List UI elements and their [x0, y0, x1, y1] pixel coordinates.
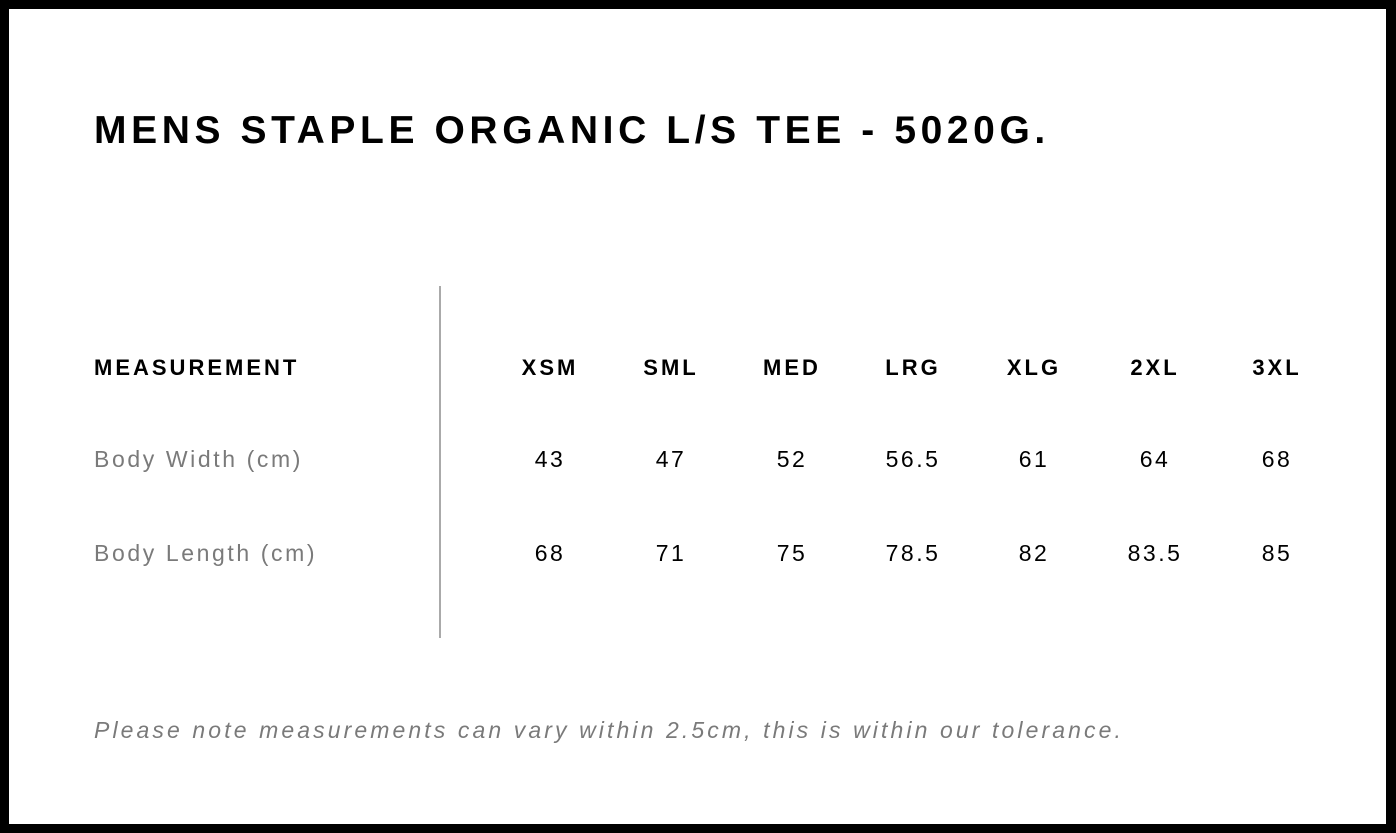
row-label-body-width: Body Width (cm)	[94, 446, 303, 472]
table-cell: 68	[534, 540, 566, 566]
tolerance-note: Please note measurements can vary within…	[94, 717, 1125, 743]
size-header: 2XL	[1130, 355, 1180, 380]
table-cell: 61	[1018, 446, 1050, 472]
size-header: LRG	[885, 355, 941, 380]
table-cell: 68	[1261, 446, 1293, 472]
column-divider	[439, 286, 441, 638]
table-cell: 85	[1261, 540, 1293, 566]
table-cell: 82	[1018, 540, 1050, 566]
size-header: SML	[643, 355, 699, 380]
size-header: XLG	[1006, 355, 1062, 380]
table-cell: 75	[776, 540, 808, 566]
row-label-body-length: Body Length (cm)	[94, 540, 318, 566]
table-cell: 43	[534, 446, 566, 472]
table-cell: 71	[655, 540, 687, 566]
table-cell: 52	[776, 446, 808, 472]
size-header: XSM	[521, 355, 579, 380]
page-title: MENS STAPLE ORGANIC L/S TEE - 5020G.	[94, 109, 1050, 152]
table-cell: 83.5	[1127, 540, 1183, 566]
table-cell: 64	[1139, 446, 1171, 472]
table-cell: 78.5	[885, 540, 941, 566]
table-cell: 56.5	[885, 446, 941, 472]
size-header: MED	[763, 355, 821, 380]
size-header: 3XL	[1252, 355, 1302, 380]
measurement-header: MEASUREMENT	[94, 355, 300, 380]
size-chart-card: MENS STAPLE ORGANIC L/S TEE - 5020G. MEA…	[9, 9, 1386, 824]
table-cell: 47	[655, 446, 687, 472]
